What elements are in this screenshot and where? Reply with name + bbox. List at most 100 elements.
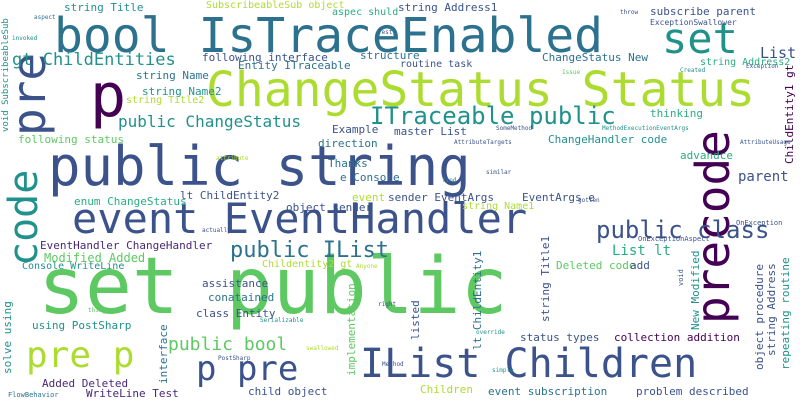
word-conatained: conatained bbox=[208, 291, 275, 304]
word-changestatus-new: ChangeStatus New bbox=[542, 51, 648, 64]
word-string-name: string Name bbox=[136, 69, 209, 82]
word-itraceable-public: ITraceable public bbox=[370, 102, 616, 130]
word-swallowed: swallowed bbox=[306, 345, 339, 352]
word-event-subscription: event subscription bbox=[488, 385, 608, 398]
word-public-class: public class bbox=[596, 216, 770, 244]
word-string-name1: string Name1 bbox=[462, 201, 535, 212]
word-status-types: status types bbox=[520, 331, 600, 344]
word-string-title2: string Title2 bbox=[126, 95, 205, 106]
word-exceptionswallower: ExceptionSwallower bbox=[650, 18, 737, 27]
word-actually: actually bbox=[202, 227, 231, 234]
word-onexceptionaspect: OnExceptionAspect bbox=[638, 235, 710, 243]
word-invoked: invoked bbox=[12, 35, 38, 42]
word-event: event bbox=[352, 191, 386, 204]
word-public-string: public string bbox=[48, 135, 471, 198]
word-class-entity: class Entity bbox=[196, 307, 276, 320]
word-thinking: thinking bbox=[650, 107, 703, 120]
word-object-sender: object sender bbox=[286, 201, 373, 214]
word-implementation: implementation bbox=[345, 283, 358, 376]
word-childentity2-gt: Childentity2 gt bbox=[262, 259, 353, 270]
word-p: p bbox=[90, 61, 127, 131]
word-e-console: e Console bbox=[340, 171, 400, 184]
word-problem-described: problem described bbox=[636, 385, 749, 398]
word-method: Method bbox=[382, 361, 404, 368]
word-new-modified: New Modified bbox=[689, 250, 702, 330]
word-public-bool: public bool bbox=[168, 334, 288, 355]
word-set-public: set public bbox=[38, 242, 508, 332]
word-string-name2: string Name2 bbox=[142, 85, 222, 98]
word-right: right bbox=[378, 301, 397, 308]
word-onexception: OnException bbox=[736, 219, 783, 227]
word-void: void bbox=[677, 269, 685, 286]
word-string-title1: string Title1 bbox=[539, 235, 552, 322]
word-example: Example bbox=[332, 123, 379, 136]
word-anyone: Anyone bbox=[356, 263, 378, 270]
word-override: override bbox=[476, 329, 505, 336]
word-advandce: advandce bbox=[680, 149, 733, 162]
word-list: List bbox=[760, 44, 797, 62]
word-serializable: Serializable bbox=[260, 317, 304, 324]
word-code: code bbox=[1, 169, 47, 266]
word-aspec-shuld: aspec shuld bbox=[332, 7, 399, 18]
word-public-changestatus: public ChangeStatus bbox=[118, 112, 302, 131]
word-using-postsharp: using PostSharp bbox=[32, 319, 132, 332]
word-modified-added: Modified Added bbox=[44, 251, 146, 265]
word-lt-childentity2: lt ChildEntity2 bbox=[180, 189, 280, 202]
word-public-ilist: public IList bbox=[230, 238, 389, 263]
word-master-list: master List bbox=[394, 125, 467, 138]
word-test: Test bbox=[378, 29, 393, 36]
word-assistance: assistance bbox=[202, 277, 269, 290]
word-added-deleted: Added Deleted bbox=[42, 377, 129, 390]
word-interface: interface bbox=[157, 324, 170, 384]
word-void-subscribeablesub: void SubscribeableSub bbox=[1, 18, 11, 132]
word-child-object: child object bbox=[248, 385, 328, 398]
word-bool-istraceenabled: bool IsTraceEnabled bbox=[54, 8, 604, 64]
word-add: add bbox=[630, 259, 650, 272]
word-direction: direction bbox=[318, 137, 378, 150]
word-console-writeline: Console WriteLine bbox=[22, 261, 125, 272]
word-following-status: following status bbox=[18, 133, 124, 146]
word-exception: Exception bbox=[746, 63, 779, 70]
word-collection-addition: collection addition bbox=[614, 331, 740, 344]
word-find: find bbox=[442, 177, 457, 184]
word-simple: simple bbox=[492, 367, 514, 374]
word-string-address: string Address bbox=[765, 263, 778, 356]
word-pre-p: pre p bbox=[26, 335, 135, 376]
word-throw: throw bbox=[620, 9, 639, 16]
word-string-address1: string Address1 bbox=[398, 1, 498, 14]
word-following-interface: following interface bbox=[202, 51, 328, 64]
word-attribute: attribute bbox=[216, 155, 249, 162]
word-attributetargets: AttributeTargets bbox=[454, 139, 512, 146]
word-sender-eventargs: sender EventArgs bbox=[388, 191, 494, 204]
word-aspect: aspect bbox=[34, 14, 56, 21]
word-attributeusage: AttributeUsage bbox=[740, 139, 791, 146]
word-p-pre: p pre bbox=[196, 349, 299, 389]
word-created: Created bbox=[680, 67, 706, 74]
word-flowbehavior: FlowBehavior bbox=[8, 391, 59, 399]
word-thanks: Thanks bbox=[328, 157, 368, 170]
word-subscribe-parent: subscribe parent bbox=[650, 5, 756, 18]
word-parent: parent bbox=[738, 169, 789, 185]
word-ilist-children: IList Children bbox=[360, 341, 698, 387]
word-issue: Issue bbox=[562, 69, 581, 76]
word-postsharp: PostSharp bbox=[218, 355, 251, 362]
word-similar: similar bbox=[486, 169, 512, 176]
word-children: Children bbox=[420, 383, 473, 396]
word-gt-childentities: gt ChildEntities bbox=[12, 50, 176, 70]
word-string-address2: string Address2 bbox=[700, 57, 791, 68]
word-subscribeablesub-object: SubscribeableSub object bbox=[206, 0, 345, 11]
word-writeline-test: WriteLine Test bbox=[86, 387, 179, 400]
word-methodexecutioneventargs: MethodExecutionEventArgs bbox=[602, 125, 689, 132]
word-enum-changestatus: enum ChangeStatus bbox=[74, 195, 187, 208]
word-somemethod: SomeMethod bbox=[496, 125, 533, 132]
word-structure: structure bbox=[360, 49, 420, 62]
word-thing: thing bbox=[88, 307, 107, 314]
word-eventhandler-changehandler: EventHandler ChangeHandler bbox=[40, 239, 213, 252]
word-routine-task: routine task bbox=[400, 59, 473, 70]
word-deleted-code: Deleted code bbox=[556, 259, 636, 272]
word-string-title: string Title bbox=[64, 1, 144, 14]
word-changehandler-code: ChangeHandler code bbox=[548, 133, 668, 146]
word-event-eventhandler: event EventHandler bbox=[72, 194, 528, 243]
word-changestatus-status: ChangeStatus Status bbox=[206, 62, 756, 118]
